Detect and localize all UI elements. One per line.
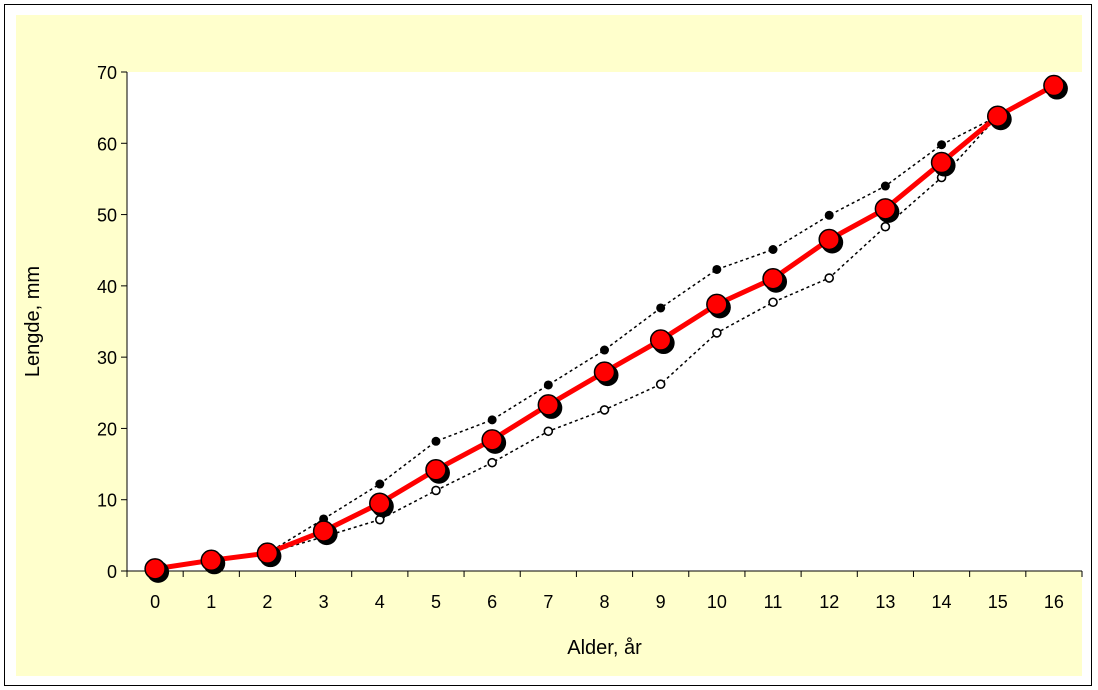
y-tick-label: 0 xyxy=(107,562,117,582)
x-tick-label: 14 xyxy=(932,592,952,612)
series-min-point xyxy=(543,426,554,437)
series-min-point xyxy=(431,485,441,496)
x-axis-label: Alder, år xyxy=(567,637,642,659)
series-mean-point xyxy=(537,394,560,416)
series-mean-point xyxy=(930,151,953,174)
y-tick-label: 20 xyxy=(97,419,117,439)
x-tick-label: 3 xyxy=(319,592,329,612)
y-tick-label: 10 xyxy=(97,491,117,511)
series-mean-point xyxy=(818,228,840,251)
series-min-point xyxy=(712,328,722,338)
series-max-point xyxy=(937,140,947,150)
series-min-point xyxy=(487,457,497,468)
series-mean-point xyxy=(593,361,616,383)
series-mean-point xyxy=(425,459,447,481)
y-tick-label: 50 xyxy=(97,206,117,226)
series-max-point xyxy=(768,245,778,255)
series-layer xyxy=(144,74,1068,583)
x-tick-label: 2 xyxy=(262,592,272,612)
series-min-point xyxy=(655,379,666,390)
series-max-point xyxy=(656,303,666,313)
series-mean-point xyxy=(986,105,1009,127)
series-mean-point xyxy=(200,549,223,572)
y-tick-label: 40 xyxy=(97,277,117,297)
series-min-point xyxy=(824,273,835,283)
y-tick-label: 60 xyxy=(97,134,117,154)
x-tick-label: 12 xyxy=(819,592,839,612)
series-mean-point xyxy=(312,520,335,542)
series-mean-point xyxy=(481,429,503,451)
x-tick-label: 10 xyxy=(707,592,727,612)
x-tick-label: 15 xyxy=(988,592,1008,612)
x-tick-label: 0 xyxy=(150,592,160,612)
series-max-point xyxy=(600,345,609,355)
chart-frame: 0 10 20 30 40 50 60 70 0 1 2 3 4 5 6 7 8 9 10 11 12 13 14 15 16 … xyxy=(4,4,1092,686)
series-mean-point xyxy=(144,558,166,580)
series-max-point xyxy=(712,264,722,274)
x-tick-label: 6 xyxy=(487,592,497,612)
series-max-point xyxy=(824,210,834,220)
series-max-point xyxy=(375,479,385,489)
series-mean-point xyxy=(1043,74,1065,97)
x-tick-label: 8 xyxy=(599,592,609,612)
series-max-point xyxy=(431,436,441,446)
series-max-point xyxy=(543,380,553,390)
y-axis-label: Lengde, mm xyxy=(22,266,44,377)
series-mean-point xyxy=(256,542,279,564)
x-tick-label: 13 xyxy=(875,592,895,612)
x-tick-label: 16 xyxy=(1044,592,1064,612)
plot-area xyxy=(127,72,1082,571)
series-mean-point xyxy=(706,293,728,316)
x-tick-label: 1 xyxy=(206,592,216,612)
series-min-point xyxy=(880,221,891,232)
series-mean-point xyxy=(649,329,672,351)
series-mean-point xyxy=(874,198,897,220)
y-tick-label: 30 xyxy=(97,348,117,368)
x-tick-label: 11 xyxy=(764,592,783,612)
series-min-point xyxy=(599,405,610,415)
y-tick-label: 70 xyxy=(97,63,117,83)
x-tick-label: 4 xyxy=(375,592,385,612)
series-mean-point xyxy=(762,267,784,290)
x-tick-label: 9 xyxy=(656,592,666,612)
x-tick-label: 5 xyxy=(431,592,441,612)
series-min-point xyxy=(768,297,778,308)
series-mean-point xyxy=(369,492,391,515)
x-tick-label: 7 xyxy=(543,592,553,612)
series-max-point xyxy=(880,181,890,191)
series-max-point xyxy=(487,415,497,425)
